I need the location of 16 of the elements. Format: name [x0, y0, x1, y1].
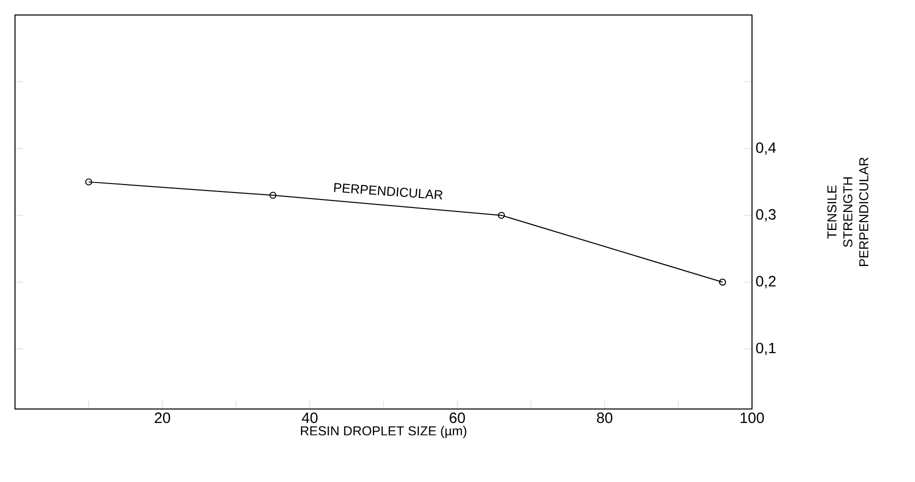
x-tick-label: 40: [302, 412, 318, 424]
point: [85, 178, 92, 186]
x-tick-label: 60: [450, 412, 465, 424]
point: [719, 278, 726, 286]
y-tick-label: 0,1: [756, 342, 776, 356]
series-label: PERPENDICULAR: [334, 183, 442, 200]
x-tick-label: 20: [154, 412, 170, 424]
y-tick-label: 0,2: [756, 276, 776, 288]
y-tick-label: 0,4: [756, 142, 776, 155]
x-tick-label: 80: [596, 412, 612, 424]
x-axis-title: RESIN DROPLET SIZE (µm): [300, 426, 466, 438]
y-tick-label: 0,3: [756, 209, 776, 222]
x-tick-label: 100: [740, 412, 764, 424]
y-axis-title: TENSILE STRENGTH PERPENDICULAR: [827, 158, 868, 266]
point: [269, 192, 276, 199]
point: [498, 212, 505, 219]
